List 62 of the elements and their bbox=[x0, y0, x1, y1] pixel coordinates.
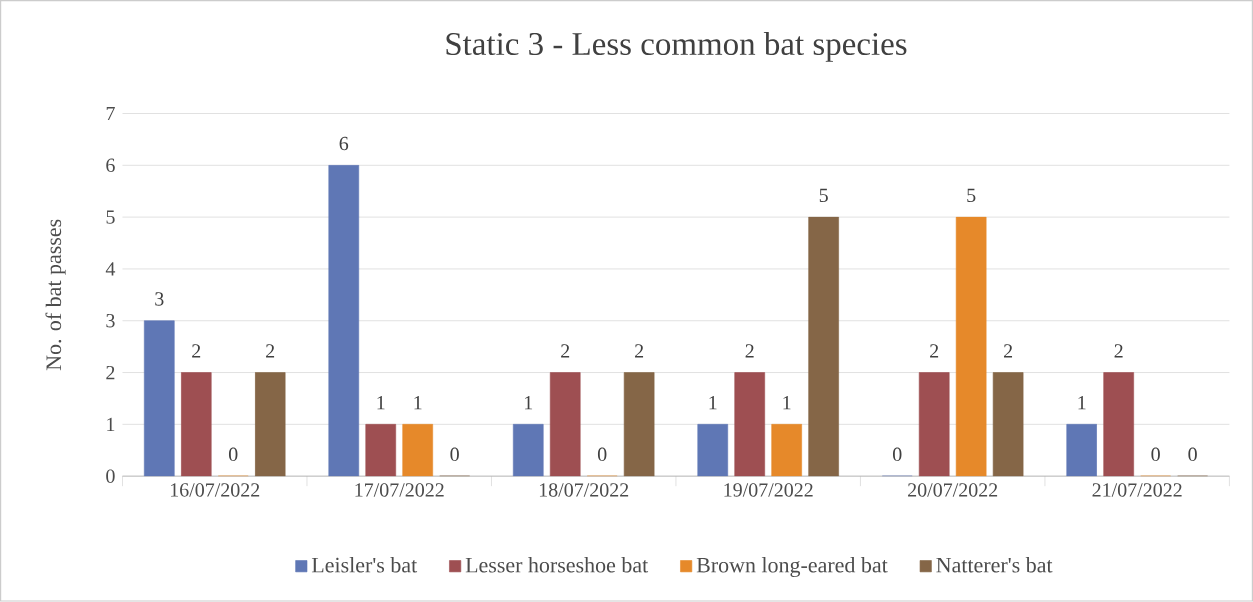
data-label: 0 bbox=[450, 447, 459, 462]
data-label: 1 bbox=[709, 396, 717, 410]
data-label: 0 bbox=[1188, 447, 1197, 462]
bar bbox=[808, 217, 839, 477]
data-label: 1 bbox=[414, 396, 422, 410]
data-label: 2 bbox=[192, 344, 201, 358]
data-label: 1 bbox=[783, 396, 791, 410]
data-label: 1 bbox=[1078, 396, 1086, 410]
legend-label: Brown long-eared bat bbox=[696, 557, 888, 578]
y-tick-label: 2 bbox=[106, 366, 115, 380]
data-label: 2 bbox=[635, 344, 644, 358]
x-tick-label: 16/07/2022 bbox=[170, 483, 260, 497]
y-tick-label: 1 bbox=[107, 417, 115, 432]
legend-label: Leisler's bat bbox=[311, 557, 418, 573]
data-label: 6 bbox=[339, 137, 349, 151]
y-tick-label: 0 bbox=[106, 469, 115, 484]
data-label: 0 bbox=[1151, 447, 1160, 462]
data-label: 1 bbox=[525, 396, 533, 410]
y-axis-title: No. of bat passes bbox=[45, 219, 66, 371]
data-label: 2 bbox=[1004, 344, 1013, 358]
bar bbox=[1066, 424, 1098, 477]
bar bbox=[365, 424, 397, 477]
data-label: 1 bbox=[377, 396, 385, 410]
y-tick-label: 7 bbox=[106, 107, 115, 121]
bar bbox=[512, 424, 544, 477]
bar bbox=[623, 372, 655, 477]
bar bbox=[144, 320, 175, 477]
bar bbox=[180, 372, 212, 477]
bar bbox=[918, 372, 950, 477]
bar bbox=[1103, 372, 1134, 477]
y-tick-label: 5 bbox=[106, 210, 115, 224]
y-tick-label: 6 bbox=[106, 158, 115, 173]
x-tick-label: 18/07/2022 bbox=[539, 483, 629, 497]
data-label: 5 bbox=[819, 188, 828, 203]
legend-label: Lesser horseshoe bat bbox=[465, 557, 649, 573]
chart-title: Static 3 - Less common bat species bbox=[446, 32, 907, 63]
data-label: 5 bbox=[967, 188, 976, 203]
bar bbox=[734, 372, 765, 477]
bar bbox=[328, 165, 360, 477]
bar bbox=[402, 424, 433, 477]
bar bbox=[771, 424, 802, 477]
data-label: 2 bbox=[745, 344, 754, 358]
x-tick-label: 19/07/2022 bbox=[724, 483, 813, 497]
data-label: 0 bbox=[597, 447, 607, 462]
x-tick-label: 17/07/2022 bbox=[355, 483, 444, 497]
y-tick-label: 3 bbox=[106, 314, 115, 328]
bar bbox=[697, 424, 729, 477]
data-label: 2 bbox=[1114, 344, 1123, 358]
bar bbox=[955, 217, 987, 477]
x-tick-label: 21/07/2022 bbox=[1092, 483, 1182, 497]
bar bbox=[992, 372, 1024, 477]
x-tick-label: 20/07/2022 bbox=[908, 483, 998, 497]
data-label: 2 bbox=[930, 344, 939, 358]
data-label: 3 bbox=[155, 292, 164, 306]
data-label: 0 bbox=[892, 447, 902, 462]
data-label: 2 bbox=[561, 344, 570, 358]
data-label: 2 bbox=[266, 344, 275, 358]
legend-label: Natterer's bat bbox=[936, 557, 1053, 573]
bar bbox=[254, 372, 286, 477]
y-tick-label: 4 bbox=[105, 262, 116, 276]
data-label: 0 bbox=[228, 447, 238, 462]
bar bbox=[549, 372, 581, 477]
